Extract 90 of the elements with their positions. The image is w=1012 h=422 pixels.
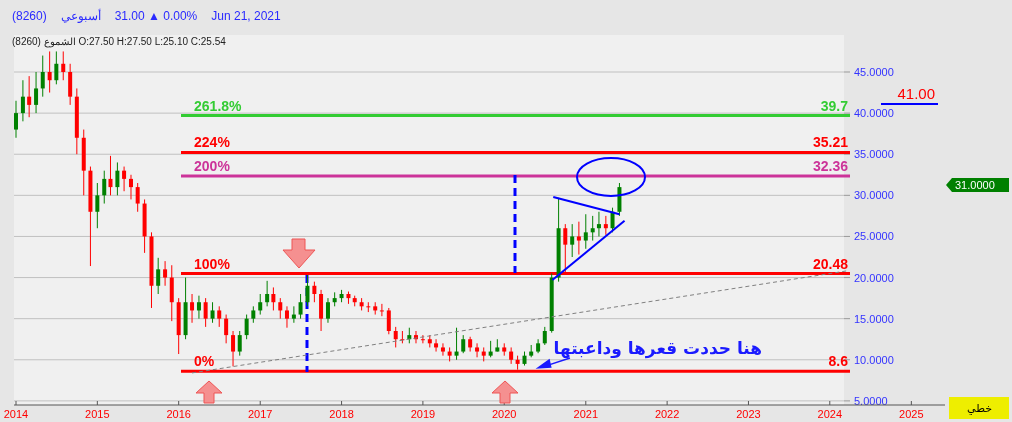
candlestick (570, 223, 575, 258)
candlestick (265, 280, 270, 307)
candlestick (291, 305, 296, 324)
y-tick-label: 25.0000 (854, 230, 894, 243)
x-tick-label: 2025 (899, 408, 924, 420)
candlestick (210, 301, 215, 324)
y-tick-label: 10.0000 (854, 353, 894, 366)
ref-line-label: 8.6 (828, 353, 849, 370)
annotation: 261.8% (194, 97, 243, 114)
candlestick (237, 330, 242, 357)
candlestick (128, 174, 133, 200)
candlestick (258, 293, 263, 316)
candlestick (95, 182, 100, 229)
candlestick (468, 336, 473, 353)
candlestick (20, 79, 25, 122)
candlestick (366, 301, 371, 313)
candlestick (203, 297, 208, 328)
candlestick (278, 297, 283, 320)
ref-line-label: 32.36 (812, 157, 849, 174)
candlestick (244, 314, 249, 340)
ref-line-label: 39.7 (820, 97, 849, 114)
candlestick (54, 50, 59, 85)
text: 31.0000 (955, 179, 995, 191)
y-tick-label: 35.0000 (854, 148, 894, 161)
candlestick (461, 334, 466, 354)
x-tick-label: 2015 (85, 408, 110, 420)
candlestick (271, 286, 276, 311)
candlestick (393, 326, 398, 348)
candlestick (47, 50, 52, 94)
candlestick (108, 155, 113, 196)
candlestick (135, 182, 140, 213)
candlestick (312, 281, 317, 303)
text: خطي (967, 402, 992, 415)
candlestick (325, 297, 330, 324)
y-tick-label: 15.0000 (854, 312, 894, 325)
candlestick (583, 213, 588, 250)
y-tick-label: 20.0000 (854, 271, 894, 284)
chart-subtitle: الشموع (8260) O:27.50 H:27.50 L:25.10 C:25.54 (12, 36, 227, 48)
candlestick (298, 293, 303, 320)
candlestick (190, 293, 195, 324)
candlestick (14, 100, 19, 139)
y-tick-label: 40.0000 (854, 107, 894, 120)
candlestick (590, 215, 595, 242)
x-tick-label: 2023 (736, 408, 761, 420)
candlestick (224, 314, 229, 344)
ref-line-label: 35.21 (812, 134, 849, 151)
y-tick-label: 5.0000 (854, 394, 888, 407)
candlestick (440, 342, 445, 357)
annotation: 41.00 (897, 85, 935, 102)
candlestick (475, 342, 480, 358)
x-tick-label: 2017 (247, 408, 273, 420)
candlestick (434, 338, 439, 353)
x-tick-label: 2018 (329, 408, 354, 420)
x-tick-label: 2019 (410, 408, 436, 420)
candlestick (576, 221, 581, 256)
ref-line-label: 20.48 (812, 255, 849, 272)
candlestick (217, 305, 222, 328)
candlestick (379, 303, 384, 317)
y-tick-label: 45.0000 (854, 66, 894, 78)
candlestick (196, 295, 201, 320)
x-tick-label: 2014 (3, 408, 29, 420)
candlestick (542, 326, 547, 346)
candlestick (122, 166, 127, 192)
x-tick-label: 2016 (166, 408, 191, 420)
candlestick (284, 305, 289, 329)
candlestick (40, 55, 45, 98)
candlestick (386, 307, 391, 335)
candlestick (61, 50, 66, 81)
candlestick (34, 71, 39, 114)
annotation: هنا حددت قعرها وداعبتها (553, 338, 762, 359)
candlestick (509, 346, 514, 365)
x-tick-label: 2022 (654, 408, 680, 420)
candlestick (115, 161, 120, 196)
x-tick-label: 2021 (573, 408, 599, 420)
candlestick (102, 170, 107, 205)
annotation: 200% (194, 157, 231, 174)
x-tick-label: 2020 (491, 408, 517, 420)
annotation: 224% (194, 134, 231, 151)
candlestick (596, 211, 601, 237)
candlestick (420, 334, 425, 344)
candlestick (454, 327, 459, 361)
candlestick (156, 257, 161, 295)
candlestick (603, 215, 608, 236)
candlestick (163, 260, 168, 287)
annotation: 0% (194, 353, 215, 370)
x-tick-label: 2024 (817, 408, 843, 420)
candlestick (231, 330, 236, 367)
y-tick-label: 30.0000 (854, 189, 894, 202)
annotation: 100% (194, 255, 231, 272)
candlestick (27, 75, 32, 118)
